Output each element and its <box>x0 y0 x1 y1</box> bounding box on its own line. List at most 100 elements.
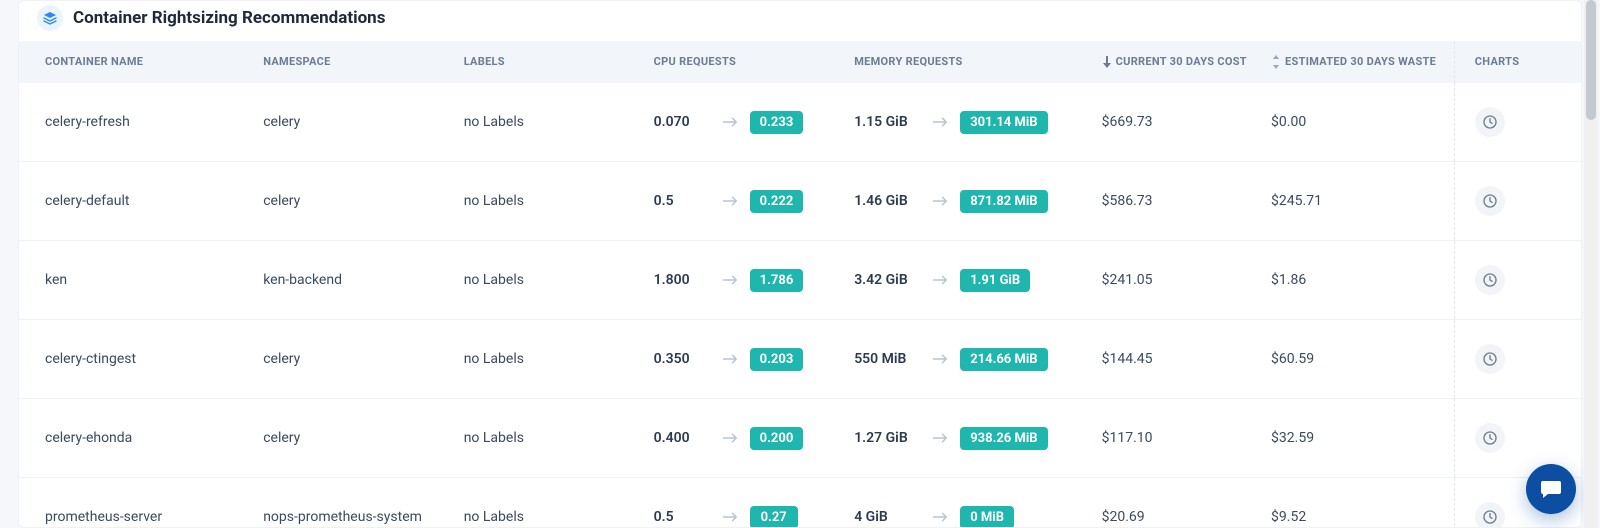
cell-labels: no Labels <box>452 320 642 399</box>
col-charts: CHARTS <box>1454 41 1581 83</box>
cell-namespace: ken-backend <box>251 241 452 320</box>
mem-current: 1.27 GiB <box>854 430 922 446</box>
card-header: Container Rightsizing Recommendations <box>19 1 1581 41</box>
arrow-right-icon <box>932 194 950 208</box>
table-row[interactable]: celery-ctingestceleryno Labels 0.350 0.203… <box>19 320 1581 399</box>
cpu-current: 0.350 <box>654 351 712 367</box>
arrow-right-icon <box>722 510 740 524</box>
col-namespace[interactable]: NAMESPACE <box>251 41 452 83</box>
mem-recommended: 1.91 GiB <box>960 269 1030 292</box>
cell-container-name: celery-ehonda <box>19 399 251 478</box>
cell-container-name: celery-refresh <box>19 83 251 162</box>
table-row[interactable]: kenken-backendno Labels 1.800 1.786 3.42 Gi… <box>19 241 1581 320</box>
cell-cpu-requests: 1.800 1.786 <box>642 241 843 320</box>
cell-namespace: celery <box>251 399 452 478</box>
cell-namespace: celery <box>251 320 452 399</box>
cell-waste: $0.00 <box>1259 83 1454 162</box>
cell-cpu-requests: 0.350 0.203 <box>642 320 843 399</box>
col-current-cost[interactable]: CURRENT 30 DAYS COST <box>1080 41 1259 83</box>
arrow-right-icon <box>932 115 950 129</box>
arrow-right-icon <box>722 352 740 366</box>
view-chart-button[interactable] <box>1475 344 1505 374</box>
cell-charts <box>1454 241 1581 320</box>
cell-memory-requests: 550 MiB 214.66 MiB <box>842 320 1079 399</box>
cpu-recommended: 0.222 <box>750 190 804 213</box>
view-chart-button[interactable] <box>1475 186 1505 216</box>
cell-container-name: celery-default <box>19 162 251 241</box>
arrow-right-icon <box>722 115 740 129</box>
mem-recommended: 0 MiB <box>960 506 1014 528</box>
cell-cpu-requests: 0.50.27 <box>642 478 843 528</box>
table-row[interactable]: celery-ehondaceleryno Labels 0.400 0.200 1.… <box>19 399 1581 478</box>
cell-cpu-requests: 0.400 0.200 <box>642 399 843 478</box>
cpu-current: 1.800 <box>654 272 712 288</box>
view-chart-button[interactable] <box>1475 107 1505 137</box>
cell-waste: $60.59 <box>1259 320 1454 399</box>
cell-namespace: nops-prometheus-system <box>251 478 452 528</box>
cell-namespace: celery <box>251 162 452 241</box>
cell-cost: $241.05 <box>1080 241 1259 320</box>
cell-memory-requests: 3.42 GiB1.91 GiB <box>842 241 1079 320</box>
table-row[interactable]: celery-refreshceleryno Labels0.0700.233 1… <box>19 83 1581 162</box>
mem-recommended: 938.26 MiB <box>960 427 1047 450</box>
cell-cpu-requests: 0.0700.233 <box>642 83 843 162</box>
arrow-right-icon <box>932 352 950 366</box>
view-chart-button[interactable] <box>1475 423 1505 453</box>
cell-cpu-requests: 0.5 0.222 <box>642 162 843 241</box>
col-cpu-requests[interactable]: CPU REQUESTS <box>642 41 843 83</box>
cell-cost: $586.73 <box>1080 162 1259 241</box>
cell-waste: $245.71 <box>1259 162 1454 241</box>
arrow-right-icon <box>932 431 950 445</box>
arrow-right-icon <box>722 194 740 208</box>
cell-labels: no Labels <box>452 241 642 320</box>
vertical-scrollbar[interactable] <box>1584 0 1598 528</box>
mem-current: 550 MiB <box>854 351 922 367</box>
cell-labels: no Labels <box>452 478 642 528</box>
recommendations-table: CONTAINER NAME NAMESPACE LABELS CPU REQU… <box>19 41 1581 528</box>
mem-current: 1.15 GiB <box>854 114 922 130</box>
col-estimated-waste[interactable]: ESTIMATED 30 DAYS WASTE <box>1259 41 1454 83</box>
mem-recommended: 871.82 MiB <box>960 190 1047 213</box>
cpu-recommended: 0.200 <box>750 427 804 450</box>
arrow-right-icon <box>722 431 740 445</box>
sort-both-icon <box>1271 55 1281 69</box>
cell-namespace: celery <box>251 83 452 162</box>
cell-labels: no Labels <box>452 162 642 241</box>
col-container-name[interactable]: CONTAINER NAME <box>19 41 251 83</box>
cell-cost: $20.69 <box>1080 478 1259 528</box>
cpu-recommended: 0.233 <box>750 111 804 134</box>
cell-waste: $1.86 <box>1259 241 1454 320</box>
cpu-current: 0.400 <box>654 430 712 446</box>
cell-memory-requests: 4 GiB0 MiB <box>842 478 1079 528</box>
mem-recommended: 214.66 MiB <box>960 348 1047 371</box>
scrollbar-thumb[interactable] <box>1586 0 1596 120</box>
cpu-recommended: 1.786 <box>750 269 804 292</box>
table-row[interactable]: celery-defaultceleryno Labels 0.5 0.222 1.4… <box>19 162 1581 241</box>
col-labels[interactable]: LABELS <box>452 41 642 83</box>
cell-container-name: prometheus-server <box>19 478 251 528</box>
cell-charts <box>1454 162 1581 241</box>
view-chart-button[interactable] <box>1475 502 1505 528</box>
cell-waste: $32.59 <box>1259 399 1454 478</box>
view-chart-button[interactable] <box>1475 265 1505 295</box>
chat-icon <box>1539 477 1563 501</box>
cpu-current: 0.5 <box>654 509 712 525</box>
cell-cost: $669.73 <box>1080 83 1259 162</box>
sort-desc-icon <box>1102 56 1112 68</box>
arrow-right-icon <box>932 273 950 287</box>
arrow-right-icon <box>722 273 740 287</box>
table-row[interactable]: prometheus-servernops-prometheus-systemn… <box>19 478 1581 528</box>
card-title: Container Rightsizing Recommendations <box>73 8 385 28</box>
cell-labels: no Labels <box>452 83 642 162</box>
cell-labels: no Labels <box>452 399 642 478</box>
cell-container-name: celery-ctingest <box>19 320 251 399</box>
cell-charts <box>1454 83 1581 162</box>
stack-icon <box>37 5 63 31</box>
cell-container-name: ken <box>19 241 251 320</box>
cell-cost: $117.10 <box>1080 399 1259 478</box>
cpu-current: 0.5 <box>654 193 712 209</box>
chat-fab[interactable] <box>1526 464 1576 514</box>
cell-memory-requests: 1.46 GiB871.82 MiB <box>842 162 1079 241</box>
cpu-recommended: 0.203 <box>750 348 804 371</box>
col-memory-requests[interactable]: MEMORY REQUESTS <box>842 41 1079 83</box>
